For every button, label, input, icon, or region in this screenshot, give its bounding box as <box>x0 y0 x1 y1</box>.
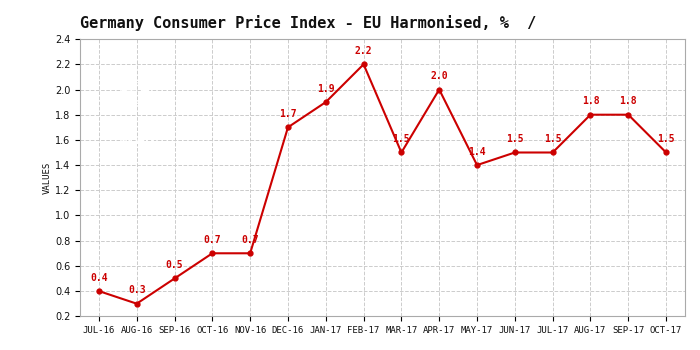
Text: 1.9: 1.9 <box>317 84 335 94</box>
Text: 2.2: 2.2 <box>355 46 372 56</box>
Text: 1.8: 1.8 <box>620 96 637 106</box>
Text: 1.5: 1.5 <box>506 134 524 144</box>
Text: 1.4: 1.4 <box>468 147 486 157</box>
Text: 0.3: 0.3 <box>128 285 146 295</box>
Text: Germany Consumer Price Index - EU Harmonised, %  /: Germany Consumer Price Index - EU Harmon… <box>80 15 536 31</box>
Text: TEAM: TEAM <box>118 133 155 147</box>
Text: 0.4: 0.4 <box>90 273 108 283</box>
Text: 2.0: 2.0 <box>430 71 448 81</box>
Text: 1.5: 1.5 <box>657 134 675 144</box>
Text: 0.7: 0.7 <box>204 235 221 245</box>
Text: FX: FX <box>118 81 155 110</box>
Text: 1.5: 1.5 <box>544 134 561 144</box>
Text: 0.5: 0.5 <box>166 260 183 270</box>
Text: 0.7: 0.7 <box>241 235 259 245</box>
Y-axis label: VALUES: VALUES <box>43 162 52 194</box>
Text: 1.5: 1.5 <box>393 134 410 144</box>
Text: 1.7: 1.7 <box>279 109 297 119</box>
Text: 1.8: 1.8 <box>582 96 599 106</box>
